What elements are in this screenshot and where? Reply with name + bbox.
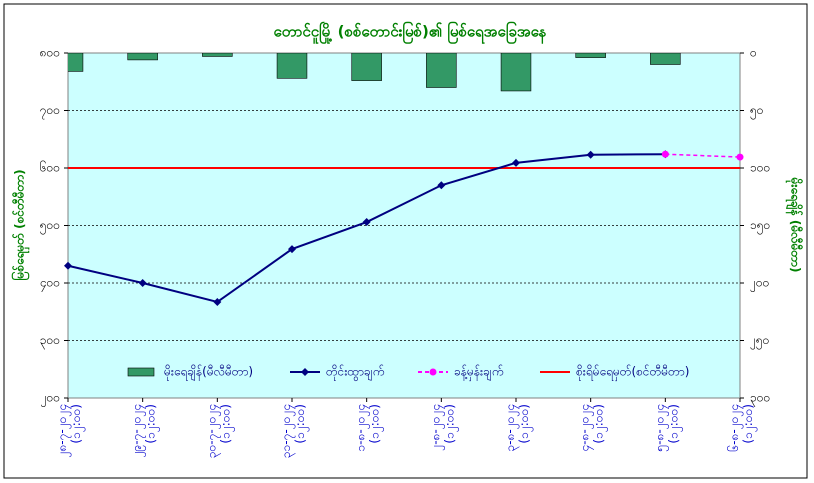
y-tick-label: ၂၀၀ [41,391,60,408]
rain-bar [575,53,606,58]
y2-tick-label: ၁၀၀ [750,161,770,175]
legend-label: စိုးရိမ်ရေမှတ်(စင်တီမီတာ) [576,364,689,382]
level-point [288,245,296,254]
x-tick-label: ၂၉-၇-၂၀၂၄(၁၂:၀၀) [129,404,160,457]
x-tick-label: ၃၀-၇-၂၀၂၄(၁၂:၀၀) [204,404,235,458]
x-tick-label: ၁-၈-၂၀၂၄(၁၂:၀၀) [353,404,384,452]
y-tick-label: ၄၀၀ [40,276,60,293]
x-tick-label: ၃၁-၇-၂၀၂၄(၁၂:၀၀) [279,404,310,458]
x-tick-label: ၂-၈-၂၀၂၄(၁၂:၀၀) [428,404,459,451]
x-tick-label: ၂၈-၇-၂၀၂၄(၁၂:၀၀) [55,404,86,457]
x-tick-label: ၃-၈-၂၀၂၄(၁၂:၀၀) [503,404,534,452]
legend-label: မိုးရေချိန်(မီလီမီတာ) [164,364,253,382]
rain-bar [68,53,84,72]
y-tick-label: ၆၀၀ [40,160,60,175]
level-point [138,279,147,287]
rain-bar [650,53,681,65]
y2-tick-label: ၀ [750,46,757,60]
rain-bar [127,53,158,61]
level-point [586,150,595,159]
legend-swatch [127,367,155,377]
x-tick-label: ၄-၈-၂၀၂၄(၁၂:၀၀) [577,404,608,452]
forecast-point [661,150,669,158]
rain-bar [426,53,457,88]
legend-marker [301,368,309,376]
y-axis-title: မြစ်ရေမှတ် (စင်တီမီတာ) [10,169,31,280]
level-point [362,218,371,227]
y-tick-label: ၈၀၀ [40,46,60,60]
rain-bar [202,53,233,57]
y-tick-label: ၃၀၀ [40,333,60,350]
legend-marker [429,368,437,376]
y2-tick-label: ၂၀၀ [750,276,769,293]
level-point [512,158,520,167]
y2-tick-label: ၂၅၀ [750,333,769,350]
y2-axis-title: မိုးရေချိန် (မီလီမီတာ) [785,177,805,273]
y2-tick-label: ၅၀ [750,103,764,120]
legend-label: တိုင်းထွာချက် [326,364,384,382]
level-point [213,297,222,306]
rain-bar [351,53,382,81]
forecast-point [736,153,744,161]
plot-clip-group [68,53,681,92]
level-point [437,181,446,190]
y2-tick-label: ၁၅၀ [750,218,770,235]
y2-tick-label: ၃၀၀ [750,391,770,408]
y-tick-label: ၅၀၀ [40,218,60,235]
x-tick-label: ၅-၈-၂၀၂၄(၁၂:၀၀) [652,404,683,452]
level-point [64,261,72,270]
x-tick-label: ၆-၈-၂၀၂၄(၁၂:၀၀) [726,404,758,452]
forecast-line [665,153,741,158]
rain-bar [276,53,308,79]
legend-label: ခန့်မှန်းချက် [454,364,503,382]
y-tick-label: ၇၀၀ [40,103,60,120]
rain-bar [500,53,532,92]
